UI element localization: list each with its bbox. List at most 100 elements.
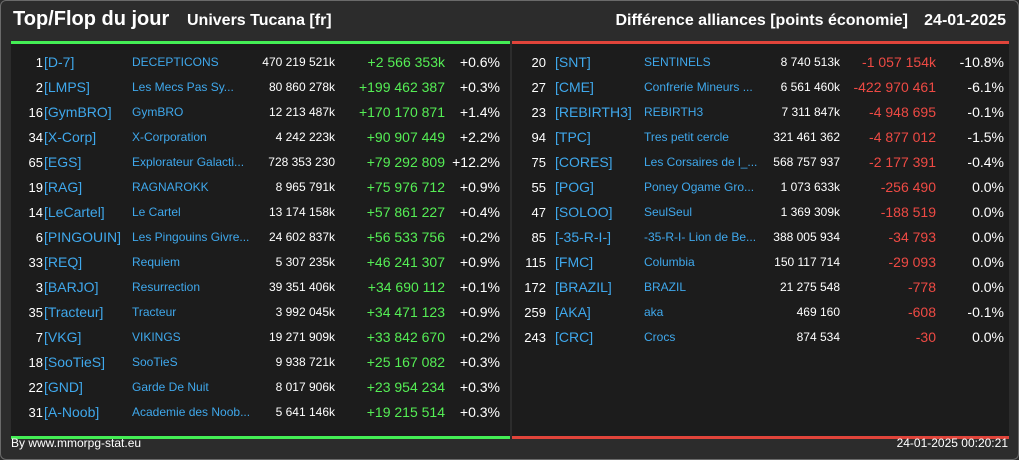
alliance-name-link[interactable]: Les Mecs Pas Sy... — [132, 80, 234, 94]
alliance-points: 568 757 937 — [773, 155, 840, 169]
alliance-tag-link[interactable]: [LeCartel] — [44, 204, 105, 220]
alliance-name-link[interactable]: Columbia — [644, 255, 695, 269]
alliance-name-link[interactable]: Garde De Nuit — [132, 380, 209, 394]
alliance-name-link[interactable]: Requiem — [132, 255, 181, 269]
alliance-tag-link[interactable]: [AKA] — [555, 304, 591, 320]
alliance-name-link[interactable]: -35-R-I- Lion de Be... — [644, 230, 757, 244]
alliance-points: 4 242 223k — [275, 130, 335, 144]
top-alliance-row: 31 [A-Noob] Academie des Noob... 5 641 146k… — [11, 400, 510, 425]
alliance-tag-link[interactable]: [SOLOO] — [555, 204, 613, 220]
percent-change: +12.2% — [452, 154, 500, 170]
alliance-tag-link[interactable]: [CME] — [555, 79, 594, 95]
percent-change: -0.4% — [967, 154, 1004, 170]
percent-change: +0.1% — [459, 279, 500, 295]
points-difference: +34 690 112 — [367, 279, 445, 295]
alliance-points: 8 740 513k — [780, 55, 840, 69]
top-alliance-row: 34 [X-Corp] X-Corporation 4 242 223k +90 907… — [11, 125, 510, 150]
alliance-points: 21 275 548 — [779, 280, 840, 294]
alliance-name-link[interactable]: Explorateur Galacti... — [132, 155, 245, 169]
alliance-tag-link[interactable]: [D-7] — [44, 54, 75, 70]
alliance-tag-link[interactable]: [BRAZIL] — [555, 279, 612, 295]
alliance-name-link[interactable]: Tres petit cercle — [644, 130, 729, 144]
percent-change: 0.0% — [972, 279, 1004, 295]
alliance-tag-link[interactable]: [GymBRO] — [44, 104, 112, 120]
alliance-rank: 115 — [525, 255, 546, 270]
alliance-rank: 47 — [531, 205, 546, 220]
alliance-tag-link[interactable]: [PINGOUIN] — [44, 229, 122, 245]
alliance-name-link[interactable]: Tracteur — [132, 305, 177, 319]
flop-alliance-row: 27 [CME] Confrerie Mineurs ... 6 561 460k -4… — [512, 75, 1009, 100]
alliance-name-link[interactable]: Les Pingouins Givre... — [132, 230, 250, 244]
alliance-name-link[interactable]: Crocs — [644, 330, 676, 344]
alliance-tag-link[interactable]: [REBIRTH3] — [555, 104, 632, 120]
alliance-points: 1 073 633k — [780, 180, 840, 194]
alliance-tag-link[interactable]: [SNT] — [555, 54, 591, 70]
alliance-tag-link[interactable]: [TPC] — [555, 129, 591, 145]
points-difference: -2 177 391 — [869, 154, 936, 170]
alliance-points: 5 641 146k — [275, 405, 335, 419]
percent-change: -0.1% — [967, 104, 1004, 120]
points-difference: +199 462 387 — [358, 79, 445, 95]
points-difference: +46 241 307 — [366, 254, 445, 270]
alliance-name-link[interactable]: aka — [644, 305, 664, 319]
alliance-name-link[interactable]: Poney Ogame Gro... — [644, 180, 755, 194]
points-difference: -34 793 — [888, 229, 936, 245]
flop-alliance-row: 94 [TPC] Tres petit cercle 321 461 362 -4 87… — [512, 125, 1009, 150]
alliance-name-link[interactable]: VIKINGS — [132, 330, 181, 344]
alliance-name-link[interactable]: BRAZIL — [644, 280, 687, 294]
alliance-tag-link[interactable]: [REQ] — [44, 254, 83, 270]
alliance-points: 39 351 406k — [268, 280, 335, 294]
alliance-rank: 31 — [28, 405, 43, 420]
alliance-name-link[interactable]: SENTINELS — [644, 55, 711, 69]
alliance-name-link[interactable]: DECEPTICONS — [132, 55, 219, 69]
alliance-points: 874 534 — [796, 330, 840, 344]
alliance-name-link[interactable]: Confrerie Mineurs ... — [644, 80, 753, 94]
alliance-points: 9 938 721k — [275, 355, 335, 369]
alliance-tag-link[interactable]: [-35-R-I-] — [555, 229, 611, 245]
alliance-tag-link[interactable]: [BARJO] — [44, 279, 99, 295]
percent-change: +0.4% — [459, 204, 500, 220]
alliance-tag-link[interactable]: [CORES] — [555, 154, 613, 170]
alliance-tag-link[interactable]: [SooTieS] — [44, 354, 105, 370]
alliance-tag-link[interactable]: [X-Corp] — [44, 129, 97, 145]
alliance-name-link[interactable]: Resurrection — [132, 280, 201, 294]
alliance-tag-link[interactable]: [POG] — [555, 179, 594, 195]
alliance-points: 13 174 158k — [268, 205, 335, 219]
alliance-tag-link[interactable]: [GND] — [44, 379, 83, 395]
alliance-name-link[interactable]: RAGNAROKK — [132, 180, 209, 194]
alliance-name-link[interactable]: Les Corsaires de l_... — [644, 155, 758, 169]
flop-alliance-row: 243 [CRC] Crocs 874 534 -30 0.0% — [512, 325, 1009, 350]
alliance-rank: 6 — [35, 230, 43, 245]
alliance-name-link[interactable]: X-Corporation — [132, 130, 207, 144]
top-alliance-row: 16 [GymBRO] GymBRO 12 213 487k +170 170 871 +… — [11, 100, 510, 125]
alliance-name-link[interactable]: REBIRTH3 — [644, 105, 704, 119]
flop-alliance-row: 172 [BRAZIL] BRAZIL 21 275 548 -778 0.0% — [512, 275, 1009, 300]
alliance-tag-link[interactable]: [VKG] — [44, 329, 82, 345]
alliance-name-link[interactable]: GymBRO — [132, 105, 184, 119]
alliance-points: 470 219 521k — [262, 55, 335, 69]
alliance-rank: 16 — [28, 105, 43, 120]
alliance-points: 1 369 309k — [780, 205, 840, 219]
alliance-tag-link[interactable]: [FMC] — [555, 254, 594, 270]
flop-alliance-row: 55 [POG] Poney Ogame Gro... 1 073 633k -256 … — [512, 175, 1009, 200]
alliance-rank: 34 — [28, 130, 43, 145]
alliance-name-link[interactable]: SeulSeul — [644, 205, 693, 219]
alliance-rank: 23 — [531, 105, 546, 120]
percent-change: 0.0% — [972, 329, 1004, 345]
alliance-name-link[interactable]: SooTieS — [132, 355, 178, 369]
alliance-tag-link[interactable]: [CRC] — [555, 329, 594, 345]
alliance-tag-link[interactable]: [Tracteur] — [44, 304, 104, 320]
alliance-tag-link[interactable]: [EGS] — [44, 154, 82, 170]
alliance-name-link[interactable]: Le Cartel — [132, 205, 181, 219]
alliance-tag-link[interactable]: [LMPS] — [44, 79, 90, 95]
top-alliance-row: 14 [LeCartel] Le Cartel 13 174 158k +57 861 … — [11, 200, 510, 225]
alliance-rank: 35 — [28, 305, 43, 320]
points-difference: -29 093 — [888, 254, 936, 270]
top-alliance-row: 33 [REQ] Requiem 5 307 235k +46 241 307 +0.9% — [11, 250, 510, 275]
top-alliance-row: 65 [EGS] Explorateur Galacti... 728 353 230… — [11, 150, 510, 175]
points-difference: +23 954 234 — [366, 379, 445, 395]
percent-change: +0.3% — [459, 379, 500, 395]
alliance-tag-link[interactable]: [A-Noob] — [44, 404, 100, 420]
alliance-tag-link[interactable]: [RAG] — [44, 179, 83, 195]
alliance-name-link[interactable]: Academie des Noob... — [132, 405, 251, 419]
